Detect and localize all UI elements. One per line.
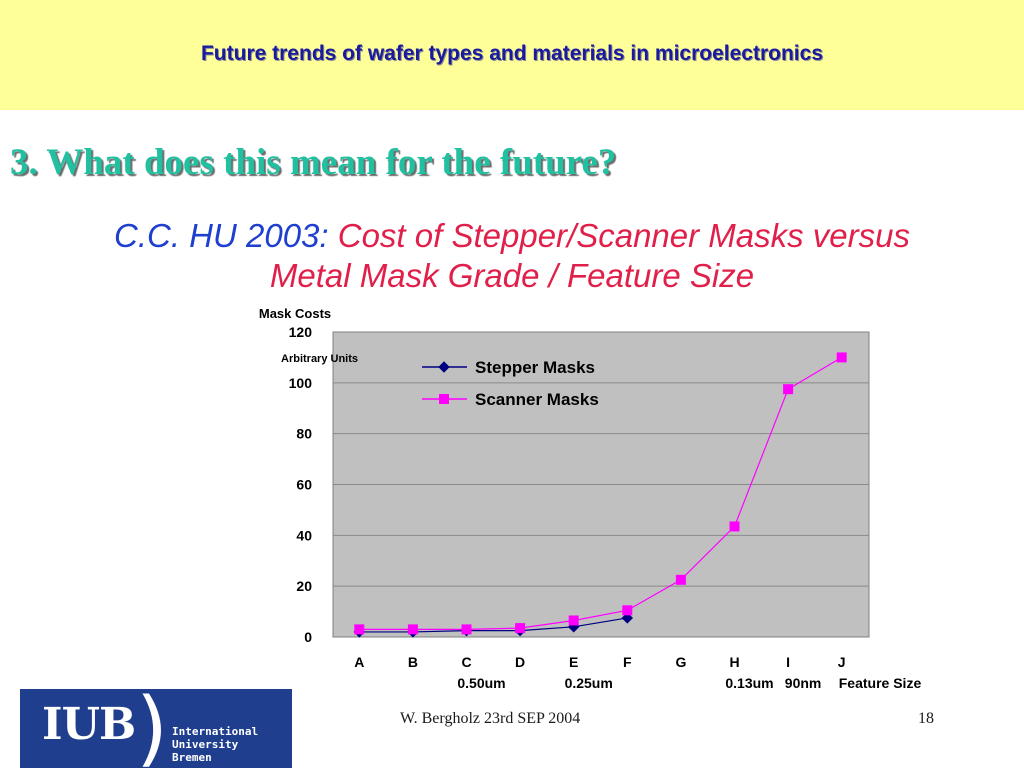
legend-label-stepper-masks: Stepper Masks [475, 358, 595, 377]
y-axis-units: Arbitrary Units [281, 353, 358, 365]
stepper-masks-point [621, 612, 634, 624]
x-tick-label: J [838, 654, 846, 670]
y-tick-label: 80 [296, 426, 312, 442]
scanner-masks-point [675, 574, 686, 585]
x-tick-label: F [623, 654, 632, 670]
legend-label-scanner-masks: Scanner Masks [475, 390, 599, 409]
y-tick-label: 60 [296, 477, 312, 493]
scanner-masks-point [783, 384, 794, 395]
logo-line-3: Bremen [172, 751, 212, 764]
x-tick-label: G [675, 654, 686, 670]
logo-line-2: University [172, 738, 239, 751]
scanner-masks-point [354, 624, 365, 635]
logo-arc: ) [136, 689, 168, 768]
footer-author: W. Bergholz 23rd SEP 2004 [400, 710, 581, 727]
x-tick-label: D [515, 654, 525, 670]
feature-size-labels: 0.50um 0.25um 0.13um 90nm [457, 675, 821, 691]
source-citation: C.C. HU 2003: [113, 217, 329, 254]
y-tick-label: 120 [289, 324, 313, 340]
legend: Stepper Masks Scanner Masks [422, 358, 599, 409]
x-axis-title: Feature Size [839, 675, 922, 691]
feature-size-label: 0.50um [457, 675, 505, 691]
section-heading: 3. What does this mean for the future? [10, 142, 617, 183]
y-axis-tick-labels: 0 20 40 60 80 100 120 [289, 324, 313, 645]
legend-marker-stepper-masks [438, 361, 450, 373]
chart-heading: C.C. HU 2003: Cost of Stepper/Scanner Ma… [0, 216, 1024, 296]
x-tick-label: H [729, 654, 739, 670]
scanner-masks-point [515, 623, 526, 634]
chart-heading-line-1: C.C. HU 2003: Cost of Stepper/Scanner Ma… [0, 216, 1024, 256]
y-tick-label: 0 [304, 629, 312, 645]
stepper-masks-line [359, 617, 628, 633]
scanner-masks-point [407, 624, 418, 635]
gridlines [333, 382, 869, 587]
y-tick-label: 100 [289, 375, 313, 391]
x-axis-tick-labels: A B C D E F G H I J [354, 654, 845, 670]
x-tick-label: I [786, 654, 790, 670]
y-tick-label: 40 [296, 527, 312, 543]
chart-heading-text-1: Cost of Stepper/Scanner Masks versus [337, 217, 910, 254]
scanner-masks-point [622, 605, 633, 616]
x-tick-label: B [408, 654, 418, 670]
x-tick-label: E [569, 654, 578, 670]
page-number: 18 [918, 710, 934, 727]
scanner-masks-point [729, 521, 740, 532]
legend-marker-scanner-masks [439, 394, 449, 404]
scanner-masks-point [836, 352, 847, 363]
university-logo: IUB ) International University Bremen [20, 689, 292, 768]
x-tick-label: A [354, 654, 364, 670]
data-series [353, 352, 847, 638]
y-tick-label: 20 [296, 578, 312, 594]
x-tick-label: C [461, 654, 471, 670]
chart-heading-line-2: Metal Mask Grade / Feature Size [269, 257, 755, 294]
scanner-masks-line [359, 356, 843, 630]
feature-size-label: 0.13um [725, 675, 773, 691]
feature-size-label: 0.25um [565, 675, 613, 691]
logo-line-1: International [172, 725, 259, 738]
presentation-title: Future trends of wafer types and materia… [200, 42, 823, 65]
y-axis-title: Mask Costs [259, 306, 331, 321]
scanner-masks-point [461, 624, 472, 635]
logo-wordmark: IUB [42, 699, 136, 750]
scanner-masks-point [568, 615, 579, 626]
feature-size-label: 90nm [785, 675, 822, 691]
title-banner: Future trends of wafer types and materia… [0, 0, 1024, 110]
